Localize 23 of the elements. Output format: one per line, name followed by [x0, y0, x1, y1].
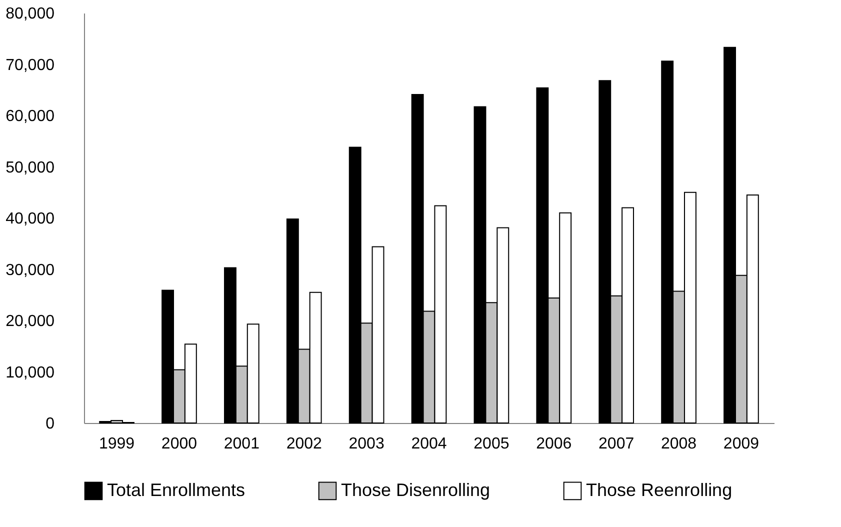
- y-tick-label: 10,000: [6, 364, 55, 382]
- y-tick-label: 80,000: [6, 6, 55, 22]
- x-tick-label: 2006: [536, 436, 572, 452]
- legend-label: Those Reenrolling: [586, 480, 732, 500]
- x-tick-label: 2000: [161, 436, 198, 452]
- x-tick-label: 2009: [723, 436, 760, 452]
- y-tick-label: 20,000: [6, 313, 55, 330]
- y-tick-label: 60,000: [6, 108, 55, 125]
- y-tick-label: 30,000: [6, 262, 55, 279]
- y-tick-label: 50,000: [6, 159, 55, 176]
- x-tick-label: 2007: [598, 436, 634, 452]
- x-tick-label: 2008: [660, 436, 697, 452]
- x-tick-label: 2003: [348, 436, 384, 452]
- x-tick-label: 2001: [224, 436, 260, 452]
- y-tick-label: 70,000: [6, 56, 55, 74]
- y-tick-label: 0: [46, 416, 55, 432]
- x-tick-label: 2002: [286, 436, 322, 452]
- legend-label: Total Enrollments: [107, 480, 246, 500]
- x-tick-label: 1999: [98, 436, 135, 452]
- legend-label: Those Disenrolling: [341, 480, 490, 500]
- x-tick-label: 2005: [474, 436, 510, 452]
- x-tick-label: 2004: [411, 436, 447, 452]
- y-tick-label: 40,000: [6, 210, 55, 228]
